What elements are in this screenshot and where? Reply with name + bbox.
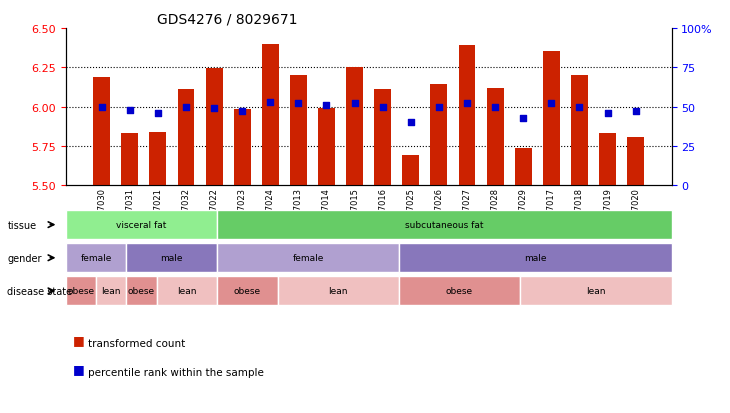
Point: [518, 115, 529, 122]
Bar: [543, 52, 560, 186]
Text: obese: obese: [446, 287, 473, 296]
Point: [377, 104, 388, 111]
Text: male: male: [524, 254, 547, 263]
Bar: [206, 69, 223, 186]
Text: lean: lean: [177, 287, 196, 296]
Text: GDS4276 / 8029671: GDS4276 / 8029671: [156, 12, 297, 26]
Bar: [431, 85, 447, 186]
Bar: [121, 133, 138, 186]
Point: [602, 110, 613, 117]
Point: [180, 104, 192, 111]
Bar: [487, 88, 504, 186]
Point: [293, 101, 304, 107]
Bar: [150, 133, 166, 186]
Text: transformed count: transformed count: [88, 338, 185, 348]
Point: [152, 110, 164, 117]
Point: [264, 100, 276, 106]
Text: gender: gender: [7, 253, 42, 263]
Text: lean: lean: [586, 287, 606, 296]
Text: obese: obese: [67, 287, 94, 296]
Text: visceral fat: visceral fat: [116, 221, 166, 230]
Text: lean: lean: [101, 287, 121, 296]
Bar: [571, 76, 588, 186]
Text: subcutaneous fat: subcutaneous fat: [405, 221, 484, 230]
Point: [630, 109, 642, 115]
Bar: [515, 148, 531, 186]
Bar: [374, 90, 391, 186]
Point: [405, 120, 417, 126]
Text: percentile rank within the sample: percentile rank within the sample: [88, 367, 264, 377]
Bar: [318, 109, 335, 186]
Point: [461, 101, 473, 107]
Bar: [290, 76, 307, 186]
Bar: [627, 137, 644, 186]
Text: ■: ■: [73, 362, 85, 375]
Point: [574, 104, 585, 111]
Point: [545, 101, 557, 107]
Point: [208, 106, 220, 112]
Point: [96, 104, 107, 111]
Point: [124, 107, 136, 114]
Text: tissue: tissue: [7, 220, 36, 230]
Bar: [458, 46, 475, 186]
Bar: [262, 45, 279, 186]
Point: [349, 101, 361, 107]
Text: ■: ■: [73, 333, 85, 346]
Bar: [234, 110, 250, 186]
Text: lean: lean: [328, 287, 348, 296]
Point: [320, 102, 332, 109]
Bar: [346, 67, 363, 186]
Point: [433, 104, 445, 111]
Bar: [177, 89, 194, 186]
Text: obese: obese: [128, 287, 155, 296]
Text: obese: obese: [234, 287, 261, 296]
Point: [489, 104, 501, 111]
Text: disease state: disease state: [7, 286, 72, 296]
Bar: [402, 156, 419, 186]
Bar: [599, 133, 616, 186]
Bar: [93, 78, 110, 186]
Text: male: male: [161, 254, 183, 263]
Text: female: female: [293, 254, 323, 263]
Point: [237, 109, 248, 115]
Text: female: female: [80, 254, 112, 263]
